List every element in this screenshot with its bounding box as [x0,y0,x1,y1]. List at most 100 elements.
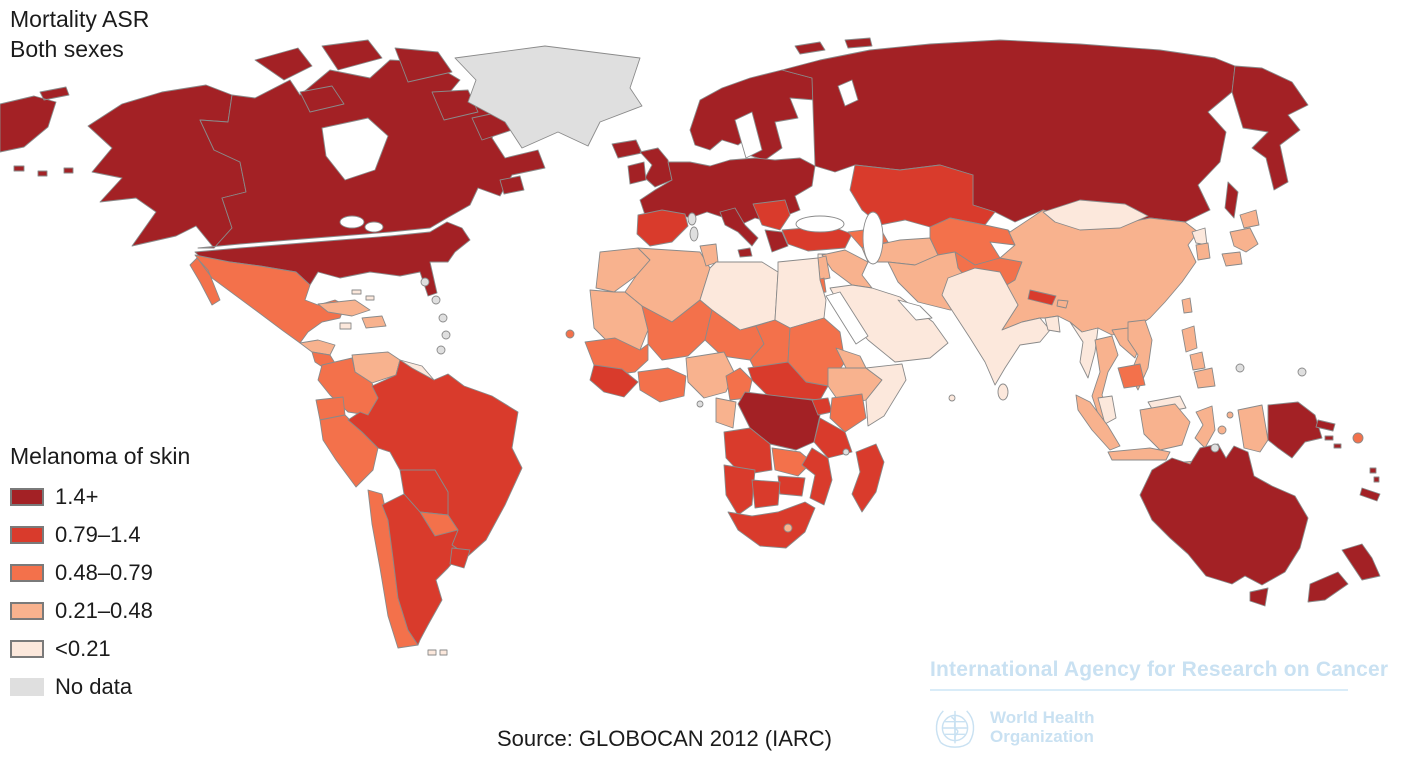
region-madagascar [851,443,885,513]
region-sumatra [1075,394,1121,451]
legend-item: 0.21–0.48 [10,592,190,630]
region-skorea [1195,242,1211,261]
region-south-africa [727,501,816,549]
map-title-line1: Mortality ASR [10,6,150,32]
who-laurel-right [966,710,975,743]
who-logo-block: World Health Organization [928,700,1095,756]
region-india [941,267,1051,386]
region-corsica-sardinia-group [687,212,699,242]
region-hispaniola [361,315,387,329]
region-mali [641,299,713,361]
legend-item: 1.4+ [10,478,190,516]
great-lakes-water2 [364,221,384,233]
region-argentina [381,493,463,646]
region-new-britain [1315,419,1336,432]
region-sardinia [689,226,699,242]
region-iceland [611,139,643,159]
great-lakes-water [339,215,365,229]
region-guinea-group [589,364,639,398]
region-russia [781,39,1236,226]
legend-item-label: 0.21–0.48 [55,598,153,623]
who-text-line2: Organization [990,727,1094,746]
region-pacific-nodata-group [1210,363,1307,453]
black-sea-water [795,215,845,233]
region-new-caledonia [1359,487,1381,502]
region-maldives [948,394,956,402]
region-jamaica [339,322,352,330]
region-central-asia-east [929,217,1016,266]
region-newfoundland [499,175,525,195]
region-comoros [842,448,850,456]
legend-item-label: No data [55,674,133,699]
who-laurel-left [935,710,944,743]
legend-item-label: 0.79–1.4 [55,522,141,547]
map-title-line2: Both sexes [10,36,124,62]
legend: Melanoma of skin 1.4+ 0.79–1.4 0.48–0.79… [10,443,190,706]
region-aleutian-islands [13,165,74,177]
region-bangladesh [1044,315,1061,333]
region-tanzania [813,417,853,459]
legend-item-label: 0.48–0.79 [55,560,153,585]
region-fiji [1352,432,1364,444]
region-australia [1139,443,1309,586]
region-moluccas-dot [1217,425,1227,435]
source-caption: Source: GLOBOCAN 2012 (IARC) [497,726,833,751]
legend-swatch [10,602,44,620]
region-egypt [774,257,827,329]
legend-swatch [10,488,44,506]
iarc-watermark: International Agency for Research on Can… [930,658,1388,691]
region-svalbard [794,37,873,55]
region-malaysia [1097,395,1117,425]
legend-swatch [10,678,44,696]
region-central-america [299,339,336,356]
region-ireland [627,161,647,185]
region-uk [639,147,673,188]
who-text: World Health Organization [990,700,1095,746]
hudson-bay-water [321,117,389,181]
region-greenland [454,45,643,149]
region-sri-lanka [997,383,1009,401]
who-serpent [951,716,959,740]
region-corsica [687,212,697,226]
region-pacific-dot [1297,367,1307,377]
legend-swatch [10,526,44,544]
white-sea-water [837,79,859,107]
legend-item-label: <0.21 [55,636,111,661]
region-italy [719,207,759,258]
region-alaska [87,84,247,249]
region-angola [723,427,773,476]
baltic-sea-water [734,111,763,159]
region-moluccas-dot [1226,411,1234,419]
region-zimbabwe [777,475,806,497]
region-somalia [865,363,907,427]
region-russia-fareast [1224,65,1309,219]
region-west-papua [1237,404,1269,453]
region-kenya [829,393,867,433]
region-borneo [1139,403,1191,451]
region-antilles-dot [438,313,448,323]
region-antilles-nodata-group [420,277,451,355]
region-myanmar [1069,321,1099,379]
who-emblem-icon [935,710,975,748]
region-tasmania [1249,587,1269,607]
region-namibia [723,464,756,516]
legend-item: <0.21 [10,630,190,668]
region-sao-tome [696,400,704,408]
region-bahamas [351,289,375,301]
region-cambodia [1117,363,1146,389]
red-sea-water [825,291,869,345]
region-gabon-congo [715,397,737,429]
region-japan [1221,209,1260,267]
region-cuba [317,299,371,317]
region-iraq-syria [821,249,873,289]
region-antilles-dot [431,295,441,305]
region-solomon-islands [1324,435,1342,449]
region-lesotho [783,523,793,533]
legend-item-label: 1.4+ [55,484,99,509]
region-balkans [752,199,791,231]
region-iberia [636,209,689,247]
region-nepal [1027,289,1057,306]
region-sulawesi [1194,405,1216,449]
legend-swatch [10,640,44,658]
region-pacific-dot [1235,363,1245,373]
